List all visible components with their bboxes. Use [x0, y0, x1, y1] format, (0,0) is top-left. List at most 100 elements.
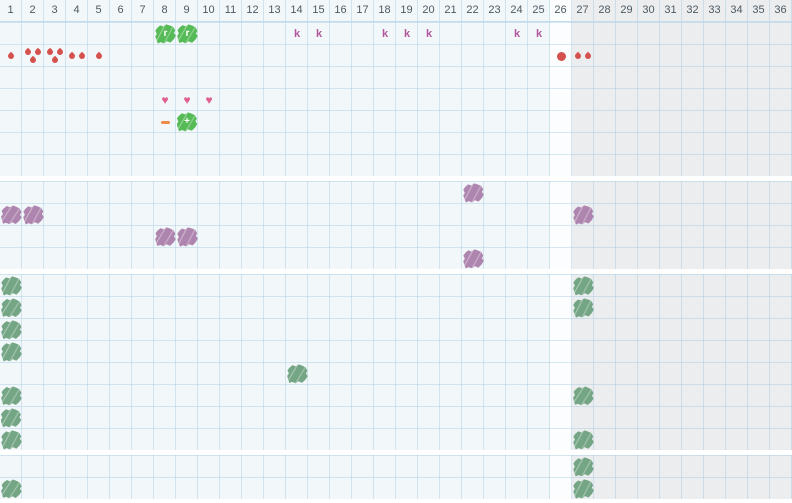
week-header-label-21: 21 — [440, 0, 462, 21]
week-header-label-2: 2 — [22, 0, 44, 21]
week-header-label-29: 29 — [616, 0, 638, 21]
droplet-icon-x3 — [23, 47, 43, 65]
seagreen-scribble-icon-cell[interactable] — [0, 429, 22, 451]
droplet-icon — [50, 55, 60, 65]
k-marker: k — [425, 28, 433, 40]
section-4-grid[interactable] — [0, 455, 792, 499]
purple-scribble-icon — [462, 183, 484, 204]
seagreen-scribble-icon — [0, 478, 22, 499]
week-header-label-31: 31 — [660, 0, 682, 21]
section-3-grid[interactable] — [0, 274, 792, 450]
droplet-icon-x1 — [94, 51, 104, 61]
dash-icon — [160, 120, 170, 124]
green-scribble-plus-icon: + — [176, 112, 198, 132]
heart-icon-cell[interactable]: ♥ — [198, 89, 220, 111]
purple-scribble-icon — [572, 204, 594, 225]
seagreen-scribble-icon-cell[interactable] — [572, 456, 594, 478]
k-marker-cell[interactable]: k — [506, 23, 528, 45]
purple-scribble-icon-cell[interactable] — [0, 204, 22, 226]
seagreen-scribble-icon — [0, 297, 22, 318]
dash-icon-cell[interactable] — [154, 111, 176, 133]
week-header-label-7: 7 — [132, 0, 154, 21]
k-marker: k — [293, 28, 301, 40]
week-header-label-6: 6 — [110, 0, 132, 21]
week-header-label-15: 15 — [308, 0, 330, 21]
seagreen-scribble-icon-cell[interactable] — [0, 297, 22, 319]
droplet-icon-cell[interactable] — [0, 45, 22, 67]
seagreen-scribble-icon-cell[interactable] — [0, 319, 22, 341]
planner-sections: r r k k k k k k k ♥ ♥ ♥ + — [0, 22, 792, 499]
green-scribble-r-icon-cell[interactable]: r — [176, 23, 198, 45]
seagreen-scribble-icon — [0, 430, 22, 451]
seagreen-scribble-icon — [0, 320, 21, 340]
week-header-label-26: 26 — [550, 0, 572, 21]
droplet-icon-cell[interactable] — [88, 45, 110, 67]
seagreen-scribble-icon-cell[interactable] — [0, 407, 22, 429]
droplet-icon — [23, 47, 33, 57]
week-header-label-22: 22 — [462, 0, 484, 21]
k-marker-cell[interactable]: k — [418, 23, 440, 45]
purple-scribble-icon-cell[interactable] — [462, 182, 484, 204]
purple-scribble-icon-cell[interactable] — [22, 204, 44, 226]
dot-icon-cell[interactable] — [550, 45, 572, 67]
seagreen-scribble-icon-cell[interactable] — [572, 478, 594, 499]
week-header-label-17: 17 — [352, 0, 374, 21]
k-marker-cell[interactable]: k — [396, 23, 418, 45]
week-header-label-33: 33 — [704, 0, 726, 21]
seagreen-scribble-icon — [572, 478, 594, 499]
seagreen-scribble-icon-cell[interactable] — [572, 429, 594, 451]
k-marker-cell[interactable]: k — [286, 23, 308, 45]
droplet-icon — [573, 51, 583, 61]
k-marker-cell[interactable]: k — [528, 23, 550, 45]
purple-scribble-icon — [0, 204, 22, 225]
week-header-label-19: 19 — [396, 0, 418, 21]
week-header-label-18: 18 — [374, 0, 396, 21]
week-header-label-27: 27 — [572, 0, 594, 21]
week-header-label-34: 34 — [726, 0, 748, 21]
heart-icon-cell[interactable]: ♥ — [176, 89, 198, 111]
purple-scribble-icon-cell[interactable] — [572, 204, 594, 226]
seagreen-scribble-icon-cell[interactable] — [0, 385, 22, 407]
purple-scribble-icon-cell[interactable] — [154, 226, 176, 248]
k-marker: k — [403, 28, 411, 40]
purple-scribble-icon-cell[interactable] — [462, 248, 484, 270]
green-scribble-r-icon-label: r — [162, 27, 168, 40]
seagreen-scribble-icon — [0, 386, 22, 407]
k-marker: k — [315, 28, 323, 40]
week-header-label-35: 35 — [748, 0, 770, 21]
seagreen-scribble-icon-cell[interactable] — [286, 363, 308, 385]
week-header-label-30: 30 — [638, 0, 660, 21]
droplet-icon-cell[interactable] — [22, 45, 44, 67]
droplet-icon — [55, 47, 65, 57]
seagreen-scribble-icon-cell[interactable] — [572, 275, 594, 297]
seagreen-scribble-icon-cell[interactable] — [0, 341, 22, 363]
droplet-icon-cell[interactable] — [66, 45, 88, 67]
droplet-icon-x2 — [67, 51, 87, 61]
green-scribble-r-icon-cell[interactable]: r — [154, 23, 176, 45]
k-marker-cell[interactable]: k — [308, 23, 330, 45]
seagreen-scribble-icon — [0, 276, 22, 297]
week-header-label-32: 32 — [682, 0, 704, 21]
seagreen-scribble-icon-cell[interactable] — [572, 297, 594, 319]
purple-scribble-icon — [176, 226, 198, 247]
seagreen-scribble-icon-cell[interactable] — [0, 275, 22, 297]
k-marker-cell[interactable]: k — [374, 23, 396, 45]
droplet-icon-cell[interactable] — [572, 45, 594, 67]
seagreen-scribble-icon-cell[interactable] — [0, 478, 22, 499]
week-header-label-12: 12 — [242, 0, 264, 21]
section-2-grid[interactable] — [0, 181, 792, 269]
week-header-label-25: 25 — [528, 0, 550, 21]
week-header-label-4: 4 — [66, 0, 88, 21]
green-scribble-plus-icon-cell[interactable]: + — [176, 111, 198, 133]
heart-icon-cell[interactable]: ♥ — [154, 89, 176, 111]
week-header-label-14: 14 — [286, 0, 308, 21]
seagreen-scribble-icon-cell[interactable] — [572, 385, 594, 407]
week-header-label-24: 24 — [506, 0, 528, 21]
droplet-icon-cell[interactable] — [44, 45, 66, 67]
droplet-icon — [6, 51, 16, 61]
droplet-icon — [33, 47, 43, 57]
purple-scribble-icon-cell[interactable] — [176, 226, 198, 248]
section-1-grid[interactable]: r r k k k k k k k ♥ ♥ ♥ + — [0, 22, 792, 176]
k-marker: k — [381, 28, 389, 40]
seagreen-scribble-icon — [572, 276, 593, 296]
